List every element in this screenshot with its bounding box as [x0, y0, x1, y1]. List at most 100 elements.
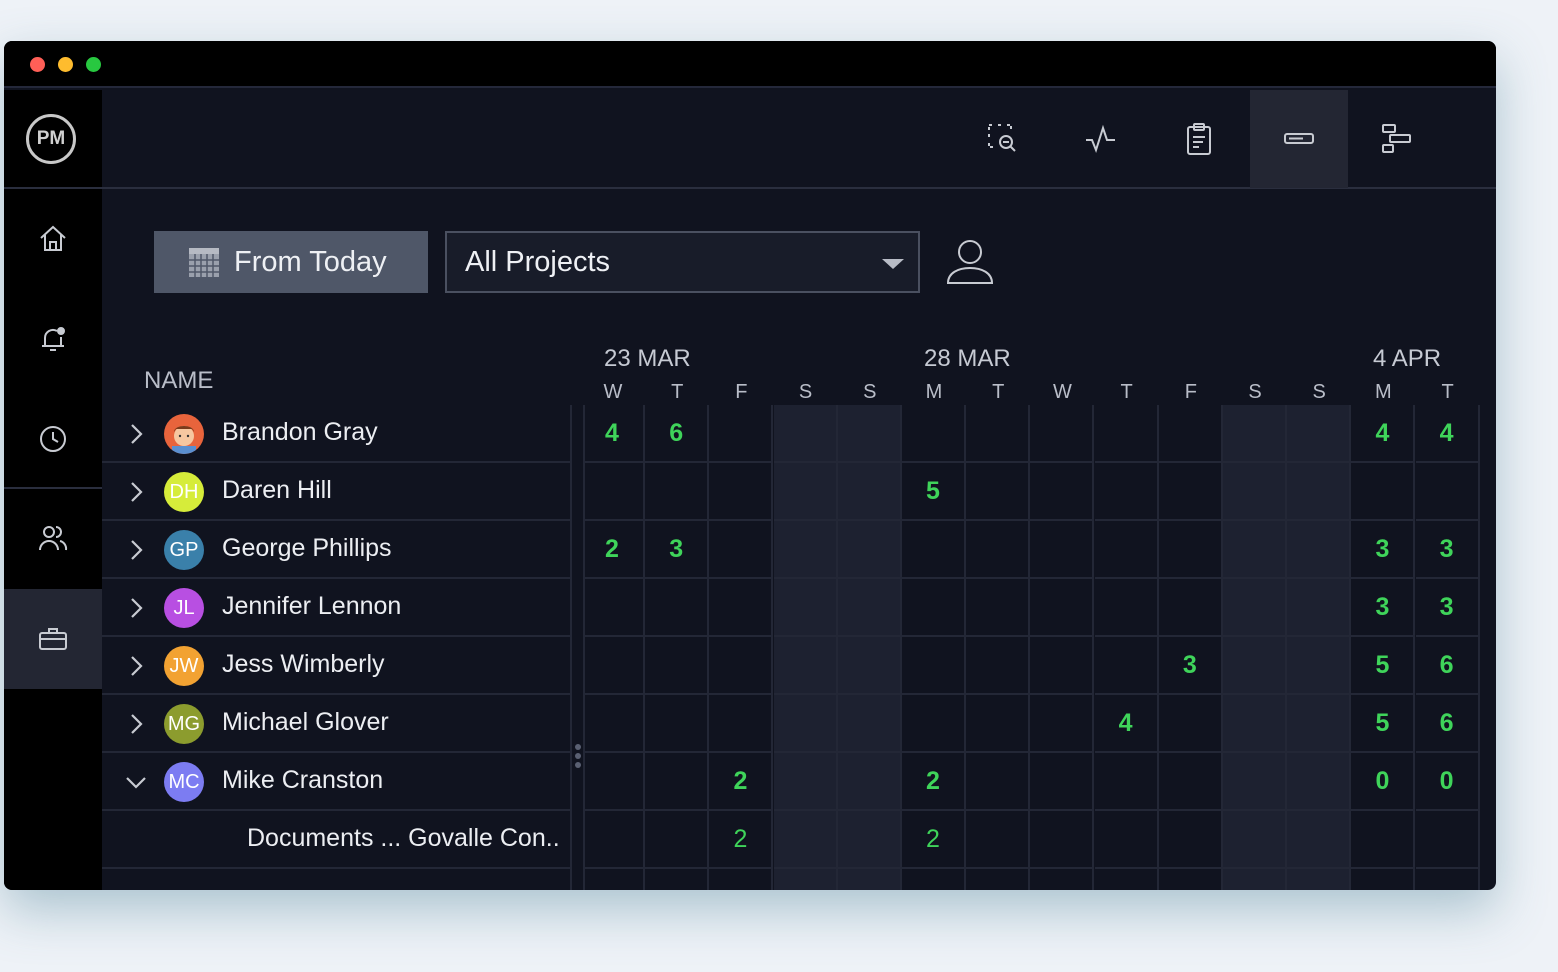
resource-row[interactable]: MG Michael Glover — [102, 695, 570, 753]
workload-cell[interactable] — [773, 869, 838, 890]
sidebar-item-portfolio[interactable] — [4, 589, 102, 689]
resource-row[interactable]: GP George Phillips — [102, 521, 570, 579]
workload-cell[interactable] — [902, 869, 966, 890]
workload-cell[interactable] — [966, 579, 1031, 637]
workload-cell[interactable]: 5 — [1351, 637, 1416, 695]
workload-cell[interactable] — [837, 405, 902, 463]
workload-cell[interactable]: 3 — [645, 521, 710, 579]
workload-cell[interactable] — [1094, 521, 1159, 579]
workload-cell[interactable] — [1223, 637, 1287, 695]
workload-cell[interactable]: 3 — [1351, 521, 1416, 579]
workload-cell[interactable] — [773, 405, 838, 463]
sidebar-item-team[interactable] — [4, 489, 102, 589]
minimize-window-button[interactable] — [58, 57, 73, 72]
resource-row[interactable]: JL Jennifer Lennon — [102, 579, 570, 637]
workload-cell[interactable] — [773, 463, 838, 521]
workload-cell[interactable] — [837, 579, 902, 637]
workload-cell[interactable] — [1030, 869, 1095, 890]
workload-cell[interactable] — [1030, 463, 1095, 521]
resource-row[interactable]: Brandon Gray — [102, 405, 570, 463]
workload-cell[interactable]: 6 — [1415, 695, 1480, 753]
workload-cell[interactable] — [709, 521, 774, 579]
workload-cell[interactable] — [902, 579, 966, 637]
workload-cell[interactable]: 6 — [645, 405, 710, 463]
workload-cell[interactable] — [1030, 521, 1095, 579]
workload-cell[interactable] — [1287, 521, 1352, 579]
workload-cell[interactable] — [709, 405, 774, 463]
workload-cell[interactable] — [581, 695, 645, 753]
zoom-out-button[interactable] — [954, 90, 1052, 188]
workload-cell[interactable]: 3 — [1415, 579, 1480, 637]
sidebar-item-home[interactable] — [4, 189, 102, 289]
workload-cell[interactable]: 4 — [581, 405, 645, 463]
workload-cell[interactable] — [837, 463, 902, 521]
chevron-right-icon[interactable] — [124, 538, 148, 562]
project-select[interactable]: All Projects — [445, 231, 920, 293]
workload-cell[interactable] — [709, 869, 774, 890]
workload-cell[interactable] — [1351, 811, 1416, 869]
workload-cell[interactable] — [837, 869, 902, 890]
workload-cell[interactable] — [1158, 579, 1223, 637]
workload-cell[interactable] — [1223, 811, 1287, 869]
workload-cell[interactable] — [645, 869, 710, 890]
workload-cell[interactable] — [1094, 753, 1159, 811]
workload-cell[interactable] — [1287, 463, 1352, 521]
workload-cell[interactable] — [837, 753, 902, 811]
workload-cell[interactable] — [773, 753, 838, 811]
workload-cell[interactable] — [1223, 695, 1287, 753]
workload-cell[interactable]: 4 — [1351, 405, 1416, 463]
workload-cell[interactable] — [1094, 463, 1159, 521]
workload-cell[interactable] — [966, 405, 1031, 463]
chevron-down-icon[interactable] — [124, 770, 148, 794]
workload-cell[interactable] — [1287, 695, 1352, 753]
workload-cell[interactable] — [1094, 637, 1159, 695]
workload-cell[interactable] — [581, 579, 645, 637]
workload-cell[interactable]: 3 — [1415, 521, 1480, 579]
workload-cell[interactable] — [773, 579, 838, 637]
chevron-right-icon[interactable] — [124, 422, 148, 446]
resource-row[interactable]: JW Jess Wimberly — [102, 637, 570, 695]
workload-cell[interactable]: 3 — [1158, 637, 1223, 695]
workload-cell[interactable] — [966, 695, 1031, 753]
workload-cell[interactable] — [773, 637, 838, 695]
workload-cell[interactable]: 2 — [581, 521, 645, 579]
workload-cell[interactable] — [709, 695, 774, 753]
workload-cell[interactable] — [1030, 811, 1095, 869]
workload-cell[interactable] — [1287, 811, 1352, 869]
workload-cell[interactable]: 5 — [1351, 695, 1416, 753]
workload-cell[interactable] — [837, 637, 902, 695]
workload-cell[interactable] — [1351, 869, 1416, 890]
workload-cell[interactable] — [773, 521, 838, 579]
workload-cell[interactable] — [1030, 405, 1095, 463]
workload-cell[interactable] — [581, 753, 645, 811]
workload-cell[interactable] — [1095, 869, 1159, 890]
workload-cell[interactable] — [1158, 405, 1223, 463]
workload-cell[interactable] — [1158, 811, 1223, 869]
workload-cell[interactable] — [1094, 579, 1159, 637]
gantt-button[interactable] — [1348, 90, 1446, 188]
workload-cell[interactable] — [645, 637, 710, 695]
workload-cell[interactable] — [581, 811, 645, 869]
workload-cell[interactable]: 2 — [709, 753, 774, 811]
workload-cell[interactable] — [1223, 753, 1287, 811]
workload-cell[interactable] — [1223, 405, 1287, 463]
task-row[interactable]: Documents ... Govalle Con.. — [102, 811, 570, 869]
column-resize-handle[interactable] — [570, 405, 585, 890]
workload-cell[interactable] — [1223, 869, 1287, 890]
workload-cell[interactable] — [1030, 753, 1095, 811]
workload-cell[interactable]: 4 — [1415, 405, 1480, 463]
workload-cell[interactable]: 2 — [709, 811, 774, 869]
sidebar-item-notifications[interactable] — [4, 289, 102, 389]
workload-cell[interactable] — [902, 637, 966, 695]
workload-cell[interactable] — [1415, 811, 1480, 869]
workload-cell[interactable] — [1030, 695, 1095, 753]
workload-cell[interactable] — [773, 811, 838, 869]
workload-cell[interactable] — [581, 637, 645, 695]
workload-cell[interactable]: 0 — [1351, 753, 1416, 811]
workload-cell[interactable] — [966, 869, 1031, 890]
workload-cell[interactable] — [1223, 521, 1287, 579]
workload-cell[interactable] — [1287, 753, 1352, 811]
workload-cell[interactable] — [773, 695, 838, 753]
workload-cell[interactable] — [1287, 637, 1352, 695]
workload-cell[interactable] — [1223, 463, 1287, 521]
